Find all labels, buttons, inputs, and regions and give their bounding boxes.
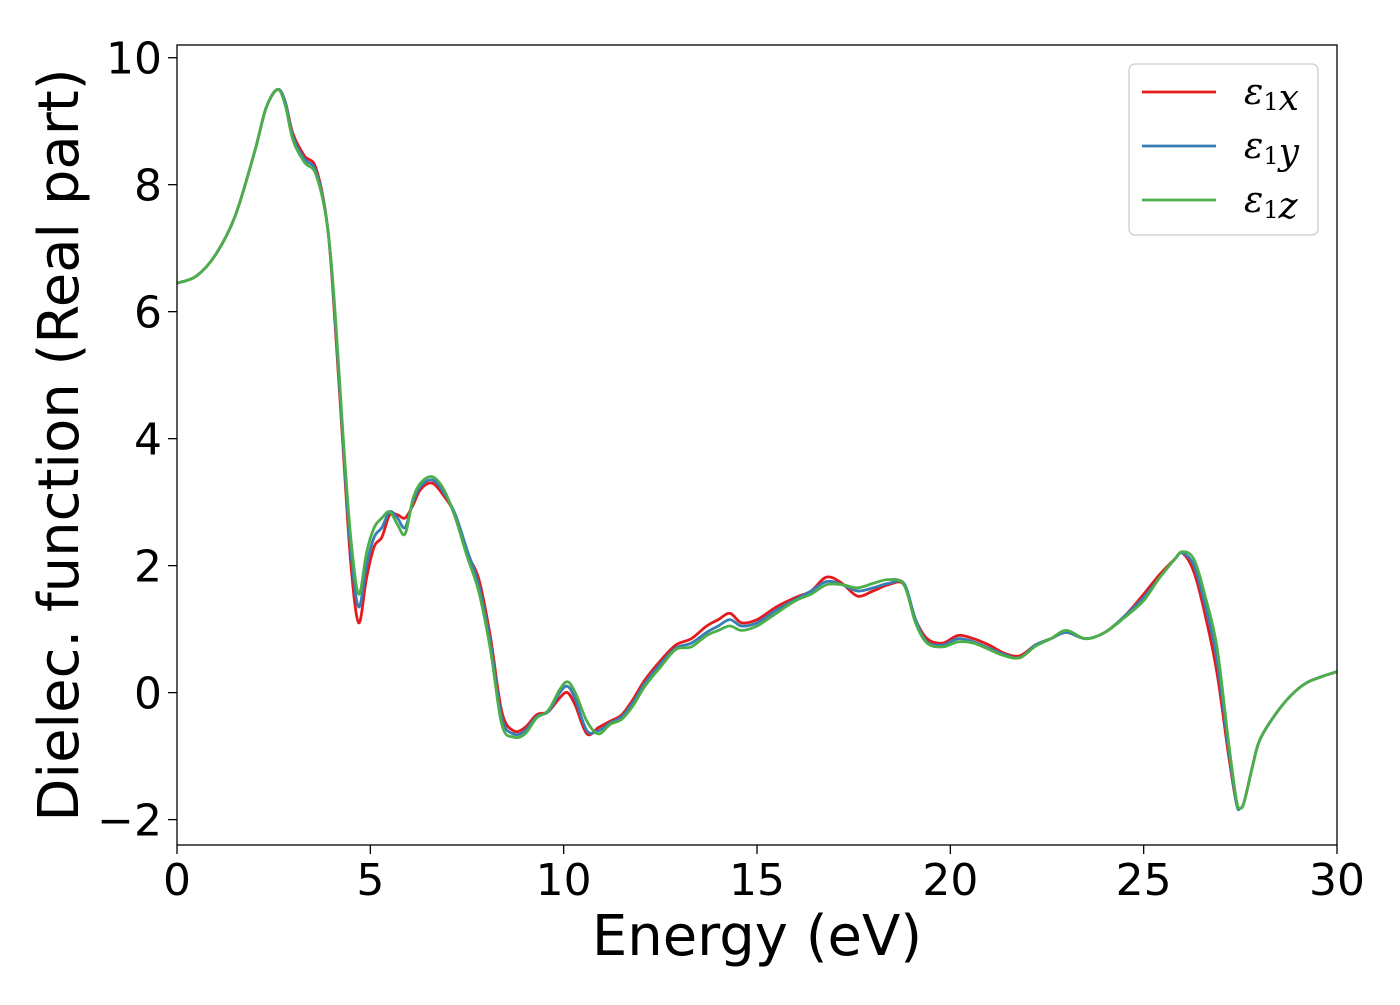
y-axis: −2 0 2 4 6 8 10 — [97, 34, 177, 847]
y-tick-label: 8 — [134, 161, 162, 212]
x-tick-label: 15 — [729, 855, 785, 906]
x-tick-label: 25 — [1116, 855, 1172, 906]
x-tick-label: 0 — [163, 855, 191, 906]
y-tick-label: 2 — [134, 542, 162, 593]
x-tick-label: 20 — [922, 855, 978, 906]
x-axis-title: Energy (eV) — [592, 904, 922, 969]
series-layer — [176, 87, 1338, 812]
x-tick-label: 30 — [1309, 855, 1365, 906]
legend-label: ε1z — [1244, 180, 1299, 227]
y-tick-label: −2 — [97, 796, 162, 847]
y-axis-title: Dielec. function (Real part) — [27, 68, 92, 821]
x-tick-label: 10 — [536, 855, 592, 906]
legend-label: ε1y — [1244, 126, 1300, 173]
x-axis: 0 5 10 15 20 25 30 — [163, 845, 1365, 906]
legend-label: ε1x — [1244, 72, 1299, 119]
legend-items: ε1x ε1y ε1z — [1142, 72, 1300, 227]
y-tick-label: 4 — [134, 415, 162, 466]
y-tick-label: 6 — [134, 288, 162, 339]
x-tick-label: 5 — [356, 855, 384, 906]
legend: ε1x ε1y ε1z — [1128, 63, 1319, 236]
legend-box — [1128, 63, 1319, 236]
y-tick-label: 10 — [106, 34, 162, 85]
y-tick-label: 0 — [134, 669, 162, 720]
series-line-3 — [176, 88, 1338, 810]
